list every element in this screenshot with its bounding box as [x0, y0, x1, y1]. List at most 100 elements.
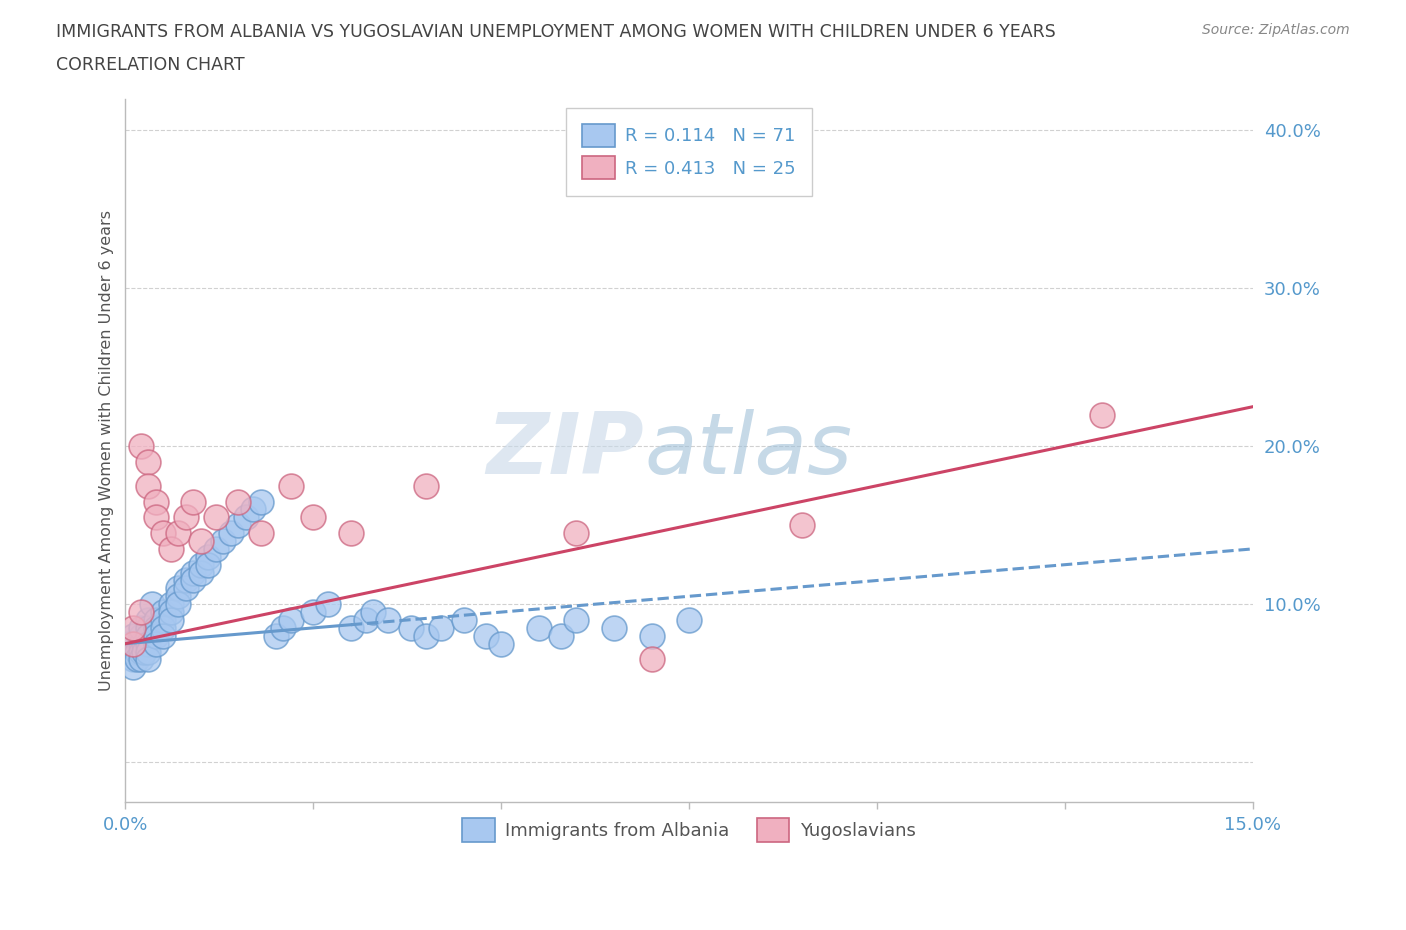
Point: [197, 550, 219, 565]
Point: [415, 478, 437, 493]
Point: [152, 629, 174, 644]
Point: [129, 629, 152, 644]
Point: [527, 620, 550, 635]
Point: [354, 613, 377, 628]
Text: ZIP: ZIP: [486, 408, 644, 492]
Point: [475, 629, 498, 644]
Point: [122, 660, 145, 675]
Point: [678, 613, 700, 628]
Point: [145, 510, 167, 525]
Point: [129, 636, 152, 651]
Point: [489, 636, 512, 651]
Point: [340, 620, 363, 635]
Point: [122, 636, 145, 651]
Point: [136, 620, 159, 635]
Point: [219, 525, 242, 540]
Point: [249, 525, 271, 540]
Point: [122, 629, 145, 644]
Point: [134, 636, 156, 651]
Point: [640, 629, 662, 644]
Point: [302, 510, 325, 525]
Point: [152, 525, 174, 540]
Point: [181, 573, 204, 588]
Point: [136, 478, 159, 493]
Point: [318, 597, 340, 612]
Legend: Immigrants from Albania, Yugoslavians: Immigrants from Albania, Yugoslavians: [456, 811, 924, 849]
Point: [565, 525, 588, 540]
Point: [174, 581, 197, 596]
Point: [190, 565, 212, 580]
Point: [226, 494, 249, 509]
Point: [302, 604, 325, 619]
Text: Source: ZipAtlas.com: Source: ZipAtlas.com: [1202, 23, 1350, 37]
Point: [122, 652, 145, 667]
Point: [242, 502, 264, 517]
Point: [377, 613, 399, 628]
Point: [129, 644, 152, 659]
Point: [136, 636, 159, 651]
Point: [226, 518, 249, 533]
Point: [603, 620, 626, 635]
Point: [235, 510, 257, 525]
Text: atlas: atlas: [644, 408, 852, 492]
Point: [550, 629, 572, 644]
Point: [152, 613, 174, 628]
Point: [181, 565, 204, 580]
Point: [340, 525, 363, 540]
Point: [129, 604, 152, 619]
Text: IMMIGRANTS FROM ALBANIA VS YUGOSLAVIAN UNEMPLOYMENT AMONG WOMEN WITH CHILDREN UN: IMMIGRANTS FROM ALBANIA VS YUGOSLAVIAN U…: [56, 23, 1056, 41]
Point: [271, 620, 294, 635]
Point: [136, 613, 159, 628]
Point: [141, 597, 163, 612]
Point: [415, 629, 437, 644]
Point: [167, 589, 190, 604]
Point: [453, 613, 475, 628]
Point: [136, 455, 159, 470]
Point: [197, 557, 219, 572]
Point: [399, 620, 422, 635]
Point: [145, 620, 167, 635]
Point: [190, 557, 212, 572]
Point: [790, 518, 813, 533]
Point: [136, 652, 159, 667]
Point: [249, 494, 271, 509]
Point: [167, 525, 190, 540]
Point: [136, 644, 159, 659]
Point: [152, 604, 174, 619]
Point: [280, 478, 302, 493]
Point: [118, 636, 141, 651]
Point: [204, 510, 226, 525]
Point: [159, 597, 181, 612]
Point: [145, 613, 167, 628]
Point: [204, 541, 226, 556]
Point: [280, 613, 302, 628]
Point: [181, 494, 204, 509]
Point: [1091, 407, 1114, 422]
Point: [159, 541, 181, 556]
Point: [145, 494, 167, 509]
Point: [167, 581, 190, 596]
Point: [152, 620, 174, 635]
Point: [565, 613, 588, 628]
Point: [122, 620, 145, 635]
Point: [159, 604, 181, 619]
Point: [264, 629, 287, 644]
Point: [122, 644, 145, 659]
Point: [174, 573, 197, 588]
Point: [167, 597, 190, 612]
Point: [212, 534, 235, 549]
Point: [136, 629, 159, 644]
Point: [145, 636, 167, 651]
Point: [430, 620, 453, 635]
Y-axis label: Unemployment Among Women with Children Under 6 years: Unemployment Among Women with Children U…: [100, 209, 114, 691]
Point: [129, 652, 152, 667]
Point: [125, 644, 148, 659]
Point: [134, 644, 156, 659]
Point: [363, 604, 385, 619]
Point: [129, 620, 152, 635]
Point: [145, 629, 167, 644]
Point: [174, 510, 197, 525]
Point: [159, 613, 181, 628]
Point: [190, 534, 212, 549]
Point: [129, 439, 152, 454]
